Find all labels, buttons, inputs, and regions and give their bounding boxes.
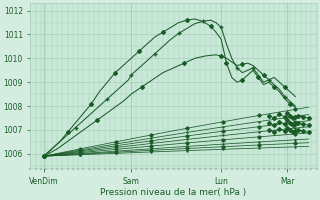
X-axis label: Pression niveau de la mer( hPa ): Pression niveau de la mer( hPa ) [100, 188, 247, 197]
